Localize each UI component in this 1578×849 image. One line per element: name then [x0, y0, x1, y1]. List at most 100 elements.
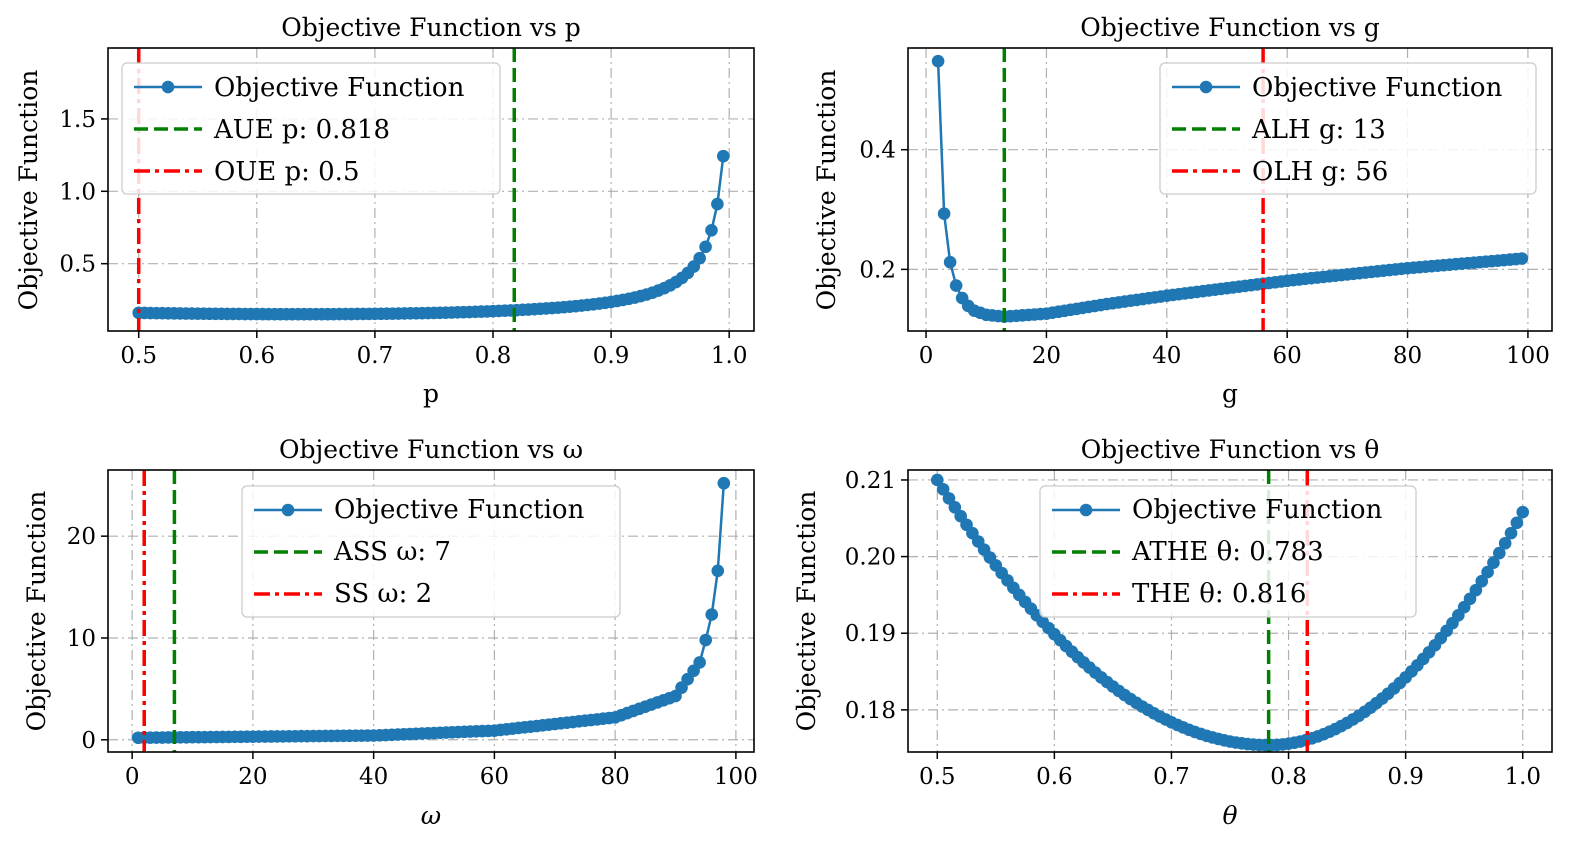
data-point: [937, 207, 951, 221]
y-tick-label: 0.2: [859, 257, 896, 283]
subplot-title: Objective Function vs θ: [1081, 435, 1380, 464]
data-point: [693, 656, 706, 669]
data-point: [705, 224, 718, 237]
x-tick-label: 0.5: [120, 343, 157, 369]
y-tick-label: 10: [67, 626, 96, 652]
legend-label-series: Objective Function: [334, 495, 585, 525]
data-point: [936, 482, 950, 496]
subplot-theta: 0.5 0.6 0.7 0.8 0.9 1.0 0.18 0.19 0.20 0.21 Objec…: [792, 435, 1553, 830]
y-tick-label: 0.20: [845, 545, 896, 571]
x-tick-label: 20: [1032, 343, 1061, 369]
legend-label-series: Objective Function: [1132, 495, 1383, 525]
x-tick-label: 0.8: [1270, 764, 1307, 790]
x-tick-label: 60: [480, 764, 509, 790]
legend-label-series: Objective Function: [1252, 73, 1503, 103]
x-tick-label: 40: [1152, 343, 1181, 369]
legend-marker-series: [281, 503, 295, 517]
y-axis-label: Objective Function: [812, 70, 841, 311]
data-point: [716, 149, 730, 163]
x-tick-label: 0.5: [919, 764, 956, 790]
y-axis-label: Objective Function: [22, 491, 51, 732]
legend-label-optimal: THE θ: 0.816: [1132, 579, 1306, 609]
legend-label-optimal: SS ω: 2: [334, 579, 432, 609]
x-tick-label: 1.0: [1504, 764, 1541, 790]
x-axis-label: g: [1222, 379, 1238, 408]
data-point: [1487, 556, 1500, 570]
data-point: [1481, 565, 1494, 579]
axes-frame: [907, 47, 1553, 332]
x-tick-label: 80: [600, 764, 629, 790]
legend-box: [121, 62, 501, 195]
legend-marker-series: [1079, 503, 1093, 517]
data-point: [711, 564, 725, 578]
x-tick-label: 0.7: [1153, 764, 1190, 790]
legend-label-adaptive: ATHE θ: 0.783: [1131, 537, 1324, 567]
y-tick-label: 0.19: [845, 621, 896, 647]
legend-marker-series: [161, 80, 175, 94]
axes-frame: [107, 47, 755, 332]
data-point: [1469, 583, 1483, 597]
data-point: [931, 54, 945, 68]
data-point: [1493, 546, 1506, 560]
data-point: [1510, 516, 1524, 530]
legend-label-adaptive: ASS ω: 7: [333, 537, 451, 567]
subplot-p: 0.5 0.6 0.7 0.8 0.9 1.0 0.5 1.0 1.5 Objective Fu…: [14, 13, 755, 408]
legend-box: [1039, 485, 1417, 618]
x-tick-label: 0.9: [1387, 764, 1424, 790]
x-axis-label: θ: [1222, 801, 1237, 830]
data-point: [942, 492, 956, 505]
data-point: [1475, 574, 1489, 588]
legend-label-optimal: OUE p: 0.5: [214, 157, 360, 187]
x-tick-label: 80: [1393, 343, 1422, 369]
x-axis-label: ω: [421, 801, 441, 830]
y-tick-label: 0.18: [845, 698, 896, 724]
subplot-omega: 0 20 40 60 80 100 0 10 20 Objective Function vs …: [22, 435, 758, 830]
data-point: [949, 279, 963, 292]
x-axis-label: p: [423, 379, 439, 408]
x-tick-label: 0: [919, 343, 934, 369]
x-tick-label: 0.9: [593, 343, 630, 369]
x-tick-label: 0: [125, 764, 140, 790]
y-tick-label: 0.21: [845, 468, 896, 494]
legend-marker-series: [1199, 80, 1213, 94]
data-point: [1516, 505, 1530, 519]
data-point: [943, 255, 957, 269]
y-tick-label: 1.5: [59, 107, 96, 133]
legend-label-series: Objective Function: [214, 73, 465, 103]
y-tick-label: 20: [67, 524, 96, 550]
data-point: [930, 473, 944, 487]
data-point: [717, 476, 731, 490]
subplot-g: 0 20 40 60 80 100 0.2 0.4 Objective Function vs…: [812, 13, 1553, 408]
data-point: [693, 251, 706, 265]
legend-box: [241, 485, 621, 618]
x-tick-label: 20: [238, 764, 267, 790]
x-tick-label: 1.0: [711, 343, 748, 369]
data-point: [1515, 252, 1529, 265]
axes-frame: [107, 469, 755, 753]
x-tick-label: 0.7: [357, 343, 394, 369]
legend-box: [1159, 62, 1537, 195]
data-point: [699, 240, 712, 254]
axes-frame: [907, 469, 1553, 753]
x-tick-label: 100: [714, 764, 758, 790]
x-tick-label: 0.6: [239, 343, 276, 369]
legend-label-adaptive: ALH g: 13: [1251, 115, 1386, 145]
x-tick-label: 100: [1506, 343, 1550, 369]
y-tick-label: 0.5: [59, 252, 96, 278]
x-tick-label: 0.8: [475, 343, 512, 369]
x-tick-label: 40: [359, 764, 388, 790]
y-axis-label: Objective Function: [792, 491, 821, 732]
legend-label-optimal: OLH g: 56: [1252, 157, 1388, 187]
subplot-title: Objective Function vs p: [281, 13, 581, 42]
y-axis-label: Objective Function: [14, 70, 43, 311]
y-tick-label: 0: [81, 728, 96, 754]
legend-label-adaptive: AUE p: 0.818: [213, 115, 390, 145]
y-tick-label: 0.4: [859, 138, 896, 164]
data-point: [705, 608, 719, 621]
data-point: [1498, 536, 1512, 550]
data-point: [711, 197, 724, 211]
x-tick-label: 0.6: [1036, 764, 1073, 790]
subplot-title: Objective Function vs g: [1080, 13, 1380, 42]
data-point: [699, 633, 713, 647]
